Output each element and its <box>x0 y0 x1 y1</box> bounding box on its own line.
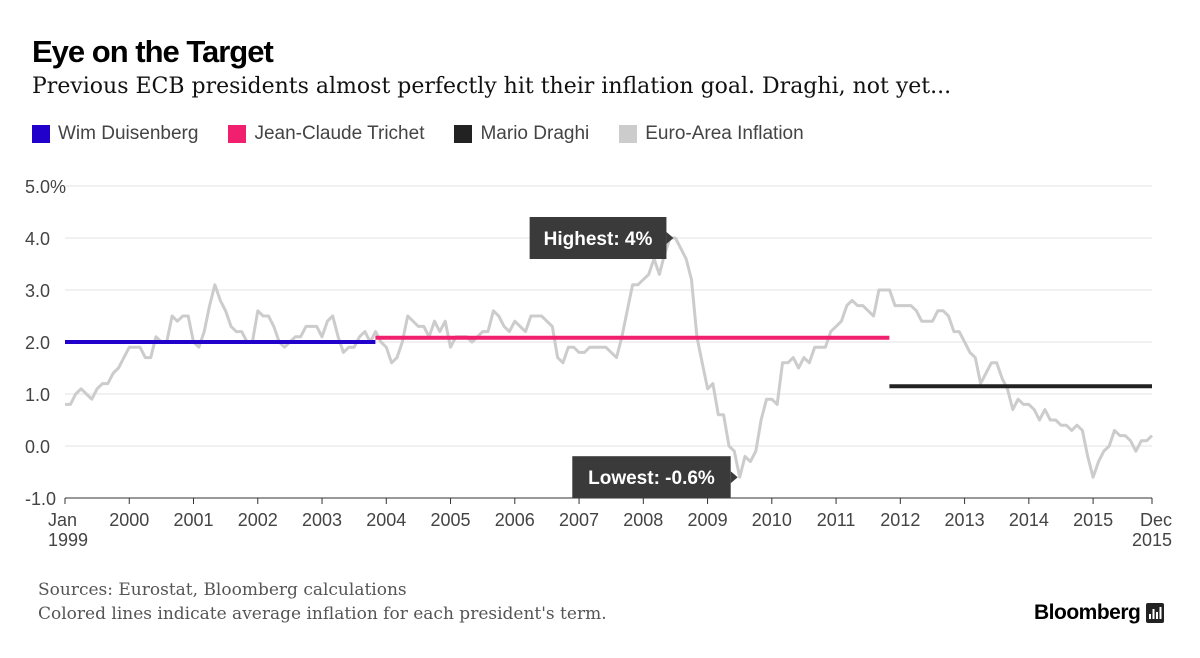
legend-label-draghi: Mario Draghi <box>480 123 590 144</box>
chart-subtitle: Previous ECB presidents almost perfectly… <box>32 74 952 99</box>
x-tick-label: 2012 <box>880 510 920 530</box>
legend-item-inflation: Euro-Area Inflation <box>619 123 804 145</box>
legend: Wim Duisenberg Jean-Claude Trichet Mario… <box>32 123 834 145</box>
sources-text: Sources: Eurostat, Bloomberg calculation… <box>38 580 407 600</box>
annotation-label: Lowest: -0.6% <box>588 468 715 489</box>
x-tick-label: 2001 <box>173 510 213 530</box>
y-tick-label: -1.0 <box>25 489 56 509</box>
x-tick-label: 2008 <box>623 510 663 530</box>
bloomberg-terminal-icon <box>1146 603 1165 623</box>
x-tick-label: 2015 <box>1073 510 1113 530</box>
x-tick-label: 2010 <box>752 510 792 530</box>
annotation-box <box>572 456 731 499</box>
legend-item-draghi: Mario Draghi <box>454 123 589 145</box>
x-tick-label: 2004 <box>366 510 406 530</box>
legend-item-trichet: Jean-Claude Trichet <box>228 123 424 145</box>
x-tick-label: 2014 <box>1009 510 1049 530</box>
legend-swatch-inflation <box>619 125 638 143</box>
y-tick-label: 4.0 <box>25 229 50 249</box>
x-tick-label: 2011 <box>817 510 856 530</box>
legend-label-inflation: Euro-Area Inflation <box>645 123 804 144</box>
y-tick-label: 1.0 <box>25 385 50 405</box>
legend-swatch-trichet <box>228 125 247 143</box>
brand-name: Bloomberg <box>1034 601 1141 624</box>
legend-label-trichet: Jean-Claude Trichet <box>254 123 425 144</box>
chart-title: Eye on the Target <box>32 34 274 69</box>
brand-logo: Bloomberg <box>1034 601 1165 625</box>
x-tick-label: 2000 <box>109 510 149 530</box>
x-tick-label: 2013 <box>945 510 985 530</box>
x-tick-label: 2002 <box>238 510 278 530</box>
annotation-pointer <box>666 232 674 244</box>
x-tick-label: 2007 <box>559 510 599 530</box>
annotation-pointer <box>730 471 738 484</box>
method-note-text: Colored lines indicate average inflation… <box>38 604 607 624</box>
legend-swatch-duisenberg <box>32 125 50 143</box>
y-tick-label: 0.0 <box>25 437 50 457</box>
series-line-euro-area-inflation <box>65 236 1154 479</box>
legend-swatch-draghi <box>454 125 473 143</box>
y-tick-label: 2.0 <box>25 333 50 353</box>
x-tick-label: Jan <box>48 510 77 530</box>
y-tick-label: 5.0% <box>25 177 66 197</box>
source-note: Sources: Eurostat, Bloomberg calculation… <box>38 578 607 626</box>
y-tick-label: 3.0 <box>25 281 50 301</box>
legend-label-duisenberg: Wim Duisenberg <box>58 123 199 144</box>
legend-item-duisenberg: Wim Duisenberg <box>32 123 198 145</box>
x-tick-label: Dec <box>1140 510 1172 530</box>
annotation-label: Highest: 4% <box>544 229 653 250</box>
x-tick-label: 2003 <box>302 510 342 530</box>
x-tick-label: 2006 <box>495 510 535 530</box>
annotation-highest: Highest: 4% <box>529 217 674 259</box>
annotation-box <box>529 217 667 259</box>
x-tick-label: 2005 <box>431 510 471 530</box>
x-tick-label: 2015 <box>1132 530 1172 550</box>
annotation-lowest: Lowest: -0.6% <box>572 456 738 499</box>
x-tick-label: 1999 <box>48 530 88 550</box>
x-tick-label: 2009 <box>688 510 728 530</box>
